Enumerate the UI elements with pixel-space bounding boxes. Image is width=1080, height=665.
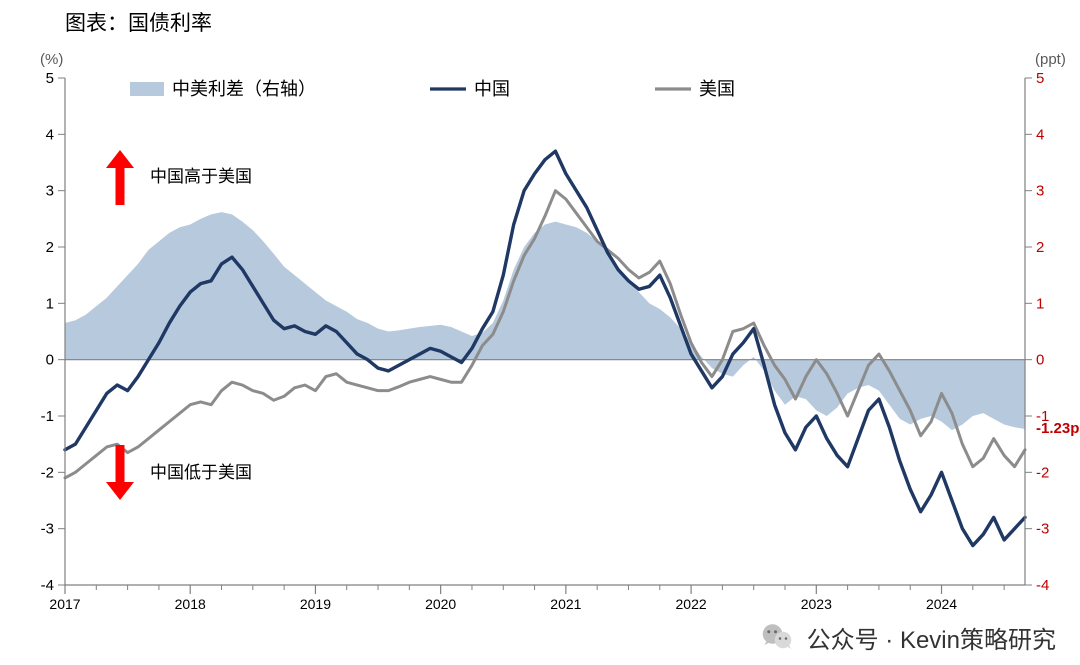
legend-label-cn: 中国 <box>474 79 510 99</box>
ylabel-right: 4 <box>1036 126 1044 143</box>
legend-swatch-spread <box>130 82 164 96</box>
ylabel-right: 1 <box>1036 295 1044 312</box>
ylabel-left: -1 <box>41 408 54 425</box>
ylabel-left: 4 <box>46 126 54 143</box>
callout-spread: -1.23ppt <box>1036 420 1080 437</box>
ylabel-left: 2 <box>46 239 54 256</box>
unit-left: (%) <box>40 51 63 68</box>
ylabel-right: -3 <box>1036 521 1049 538</box>
xlabel: 2024 <box>926 596 957 612</box>
xlabel: 2023 <box>801 596 832 612</box>
xlabel: 2020 <box>425 596 456 612</box>
unit-right: (ppt) <box>1035 51 1066 68</box>
ylabel-left: 0 <box>46 352 54 369</box>
ylabel-left: 1 <box>46 295 54 312</box>
ylabel-right: -2 <box>1036 464 1049 481</box>
watermark-text: 公众号 · Kevin策略研究 <box>807 620 1056 655</box>
chart-container: -4-3-2-1012345-4-3-2-1012345201720182019… <box>0 0 1080 665</box>
legend-label-spread: 中美利差（右轴） <box>172 79 316 99</box>
chart-svg: -4-3-2-1012345-4-3-2-1012345201720182019… <box>0 0 1080 665</box>
ylabel-left: -2 <box>41 464 54 481</box>
arrow-down-icon <box>106 445 134 500</box>
arrow-down-label: 中国低于美国 <box>150 463 252 482</box>
xlabel: 2021 <box>550 596 581 612</box>
arrow-up-label: 中国高于美国 <box>150 167 252 186</box>
xlabel: 2022 <box>676 596 707 612</box>
ylabel-right: 2 <box>1036 239 1044 256</box>
xlabel: 2018 <box>175 596 206 612</box>
xlabel: 2017 <box>49 596 80 612</box>
ylabel-left: -3 <box>41 521 54 538</box>
chart-title: 图表：国债利率 <box>65 12 212 35</box>
ylabel-right: 5 <box>1036 70 1044 87</box>
ylabel-left: 3 <box>46 183 54 200</box>
legend-label-us: 美国 <box>699 79 735 99</box>
ylabel-left: -4 <box>41 577 54 594</box>
wechat-icon <box>759 619 795 655</box>
ylabel-left: 5 <box>46 70 54 87</box>
series-spread-area <box>65 212 1025 430</box>
xlabel: 2019 <box>300 596 331 612</box>
arrow-up-icon <box>106 150 134 205</box>
watermark: 公众号 · Kevin策略研究 <box>759 619 1056 655</box>
ylabel-right: 3 <box>1036 183 1044 200</box>
ylabel-right: 0 <box>1036 352 1044 369</box>
ylabel-right: -4 <box>1036 577 1049 594</box>
